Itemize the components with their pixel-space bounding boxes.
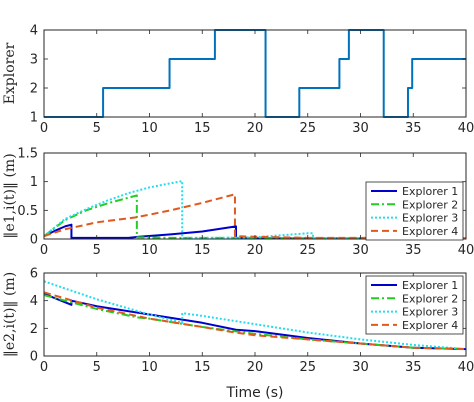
x-tick-label: 15: [194, 360, 211, 375]
legend-label: Explorer 2: [402, 292, 458, 305]
x-tick-label: 15: [194, 243, 211, 258]
panel-1: 0 5 10 15 20 25 30 35 40 1 2 3 4 Explorer: [2, 24, 474, 137]
x-axis-label: Time (s): [226, 385, 284, 401]
x-tick-label: 20: [247, 243, 264, 258]
x-tick-label: 35: [405, 121, 422, 136]
x-tick-label: 10: [141, 360, 158, 375]
panel-2: 0 5 10 15 20 25 30 35 40 0 0.5 1 1.5‖e1,i(t)‖ (m) Exp…: [2, 147, 474, 259]
x-tick-label: 10: [141, 121, 158, 136]
y-tick-label: 4: [30, 24, 38, 39]
legend-label: Explorer 2: [402, 198, 458, 211]
x-tick-label: 20: [247, 360, 264, 375]
x-tick-label: 25: [299, 243, 316, 258]
x-tick-label: 10: [141, 243, 158, 258]
x-tick-label: 25: [299, 121, 316, 136]
x-tick-label: 40: [458, 243, 474, 258]
series-group: [44, 29, 466, 118]
x-tick-label: 30: [352, 243, 369, 258]
x-tick-label: 5: [93, 360, 101, 375]
x-tick-label: 30: [352, 360, 369, 375]
y-tick-label: 2: [30, 82, 38, 97]
y-tick-label: 0: [30, 350, 38, 365]
y-axis-label: ‖e2,i(t)‖ (m): [2, 272, 18, 357]
series-line-4: [44, 291, 466, 351]
panel-3: 0 5 10 15 20 25 30 35 40 0 2 4 6 ‖e2,i(t)‖ (m) Time (s…: [2, 267, 474, 402]
x-tick-label: 0: [40, 360, 48, 375]
y-tick-label: 1: [30, 175, 38, 190]
x-tick-label: 0: [40, 243, 48, 258]
legend-label: Explorer 3: [402, 306, 458, 319]
x-tick-label: 5: [93, 243, 101, 258]
y-tick-label: 2: [30, 322, 38, 337]
legend-label: Explorer 1: [402, 279, 458, 292]
x-tick-label: 15: [194, 121, 211, 136]
y-axis-label: ‖e1,i(t)‖ (m): [2, 153, 18, 238]
x-tick-label: 25: [299, 360, 316, 375]
x-tick-label: 35: [405, 243, 422, 258]
series-group: [44, 280, 466, 351]
y-tick-label: 3: [30, 53, 38, 68]
y-axis-label: Explorer: [2, 42, 18, 104]
y-tick-label: 0: [30, 233, 38, 248]
series-line-1: [44, 29, 466, 118]
x-tick-label: 20: [247, 121, 264, 136]
y-tick-label: 0.5: [17, 204, 38, 219]
x-tick-label: 35: [405, 360, 422, 375]
y-tick-label: 1.5: [17, 147, 38, 162]
legend-label: Explorer 4: [402, 319, 458, 332]
x-tick-label: 40: [458, 360, 474, 375]
x-tick-label: 0: [40, 121, 48, 136]
y-tick-label: 6: [30, 267, 38, 282]
axes-background: [43, 29, 467, 118]
legend-label: Explorer 4: [402, 225, 458, 238]
legend-label: Explorer 1: [402, 185, 458, 198]
y-tick-label: 1: [30, 111, 38, 126]
legend-label: Explorer 3: [402, 212, 458, 225]
x-tick-label: 40: [458, 121, 474, 136]
x-tick-label: 30: [352, 121, 369, 136]
series-line-3: [44, 280, 466, 351]
x-tick-label: 5: [93, 121, 101, 136]
series-line-3: [44, 180, 466, 240]
y-tick-label: 4: [30, 294, 38, 309]
